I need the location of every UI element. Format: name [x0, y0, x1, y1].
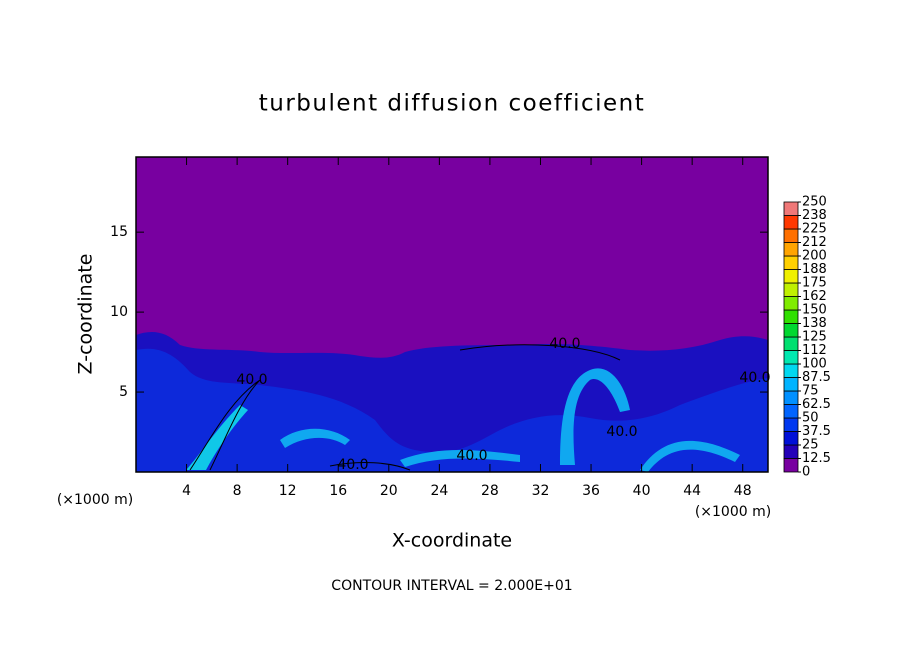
contour-line [459, 344, 621, 361]
colorbar-tick-label: 25 [802, 438, 819, 453]
x-tick-label: 4 [182, 483, 191, 499]
colorbar-tick-label: 138 [802, 316, 827, 331]
x-axis-label: X-coordinate [392, 530, 512, 552]
chart-title: turbulent diffusion coefficient [259, 91, 646, 117]
contour-label: 40.0 [236, 372, 267, 388]
field-streak [560, 368, 630, 465]
colorbar-tick-label: 200 [802, 249, 827, 264]
colorbar-tick-label: 112 [802, 343, 827, 358]
contour-line [189, 379, 261, 471]
x-tick-label: 8 [233, 483, 242, 499]
colorbar-tick-label: 175 [802, 276, 827, 291]
colorbar-segment [783, 215, 799, 230]
field-streak [640, 440, 740, 472]
x-tick-label: 20 [380, 483, 398, 499]
colorbar-tick-label: 238 [802, 208, 827, 223]
plot-frame [135, 156, 769, 473]
colorbar-segment [783, 444, 799, 459]
colorbar-tick-label: 62.5 [802, 397, 831, 412]
colorbar-segment [783, 336, 799, 351]
colorbar-segment [783, 323, 799, 338]
x-tick-label: 40 [633, 483, 651, 499]
colorbar-tick-label: 12.5 [802, 451, 831, 466]
colorbar-tick-label: 150 [802, 303, 827, 318]
colorbar-segment [783, 350, 799, 365]
footer-note: CONTOUR INTERVAL = 2.000E+01 [331, 578, 572, 594]
colorbar-tick-label: 100 [802, 357, 827, 372]
colorbar-segment [783, 458, 799, 473]
field-streak [400, 450, 520, 467]
colorbar-tick-label: 188 [802, 262, 827, 277]
colorbar-tick-label: 75 [802, 384, 819, 399]
y-unit: (×1000 m) [695, 504, 771, 520]
colorbar-segment [783, 309, 799, 324]
colorbar-segment [783, 377, 799, 392]
colorbar-tick-label: 87.5 [802, 370, 831, 385]
x-tick-label: 24 [430, 483, 448, 499]
x-tick-label: 32 [532, 483, 550, 499]
colorbar-tick-label: 125 [802, 330, 827, 345]
colorbar-segment [783, 242, 799, 257]
x-tick-label: 44 [683, 483, 701, 499]
colorbar-segment [783, 417, 799, 432]
x-unit: (×1000 m) [57, 492, 133, 508]
x-tick-label: 12 [279, 483, 297, 499]
colorbar-segment [783, 431, 799, 446]
colorbar-segment [783, 201, 799, 216]
colorbar-segment [783, 404, 799, 419]
colorbar-segment [783, 282, 799, 297]
colorbar-tick-label: 250 [802, 195, 827, 210]
colorbar-tick-label: 0 [802, 465, 810, 480]
colorbar-tick-label: 162 [802, 289, 827, 304]
y-tick-label: 5 [119, 384, 128, 400]
colorbar-segment [783, 296, 799, 311]
field-streak [186, 405, 248, 470]
x-tick-label: 16 [329, 483, 347, 499]
colorbar-segment [783, 363, 799, 378]
field-streak [280, 428, 350, 448]
contour-label: 40.0 [549, 336, 580, 352]
colorbar-segment [783, 255, 799, 270]
contour-label: 40.0 [337, 457, 368, 473]
colorbar-tick-label: 212 [802, 235, 827, 250]
contour-line [329, 462, 411, 471]
field [136, 157, 768, 472]
x-tick-label: 36 [582, 483, 600, 499]
y-tick-label: 10 [110, 304, 128, 320]
colorbar-segment [783, 228, 799, 243]
x-tick-label: 48 [734, 483, 752, 499]
colorbar-segment [783, 269, 799, 284]
x-tick-label: 28 [481, 483, 499, 499]
colorbar-tick-label: 225 [802, 222, 827, 237]
y-axis-label: Z-coordinate [75, 254, 97, 375]
colorbar-segment [783, 390, 799, 405]
contour-label: 40.0 [606, 424, 637, 440]
colorbar-tick-label: 37.5 [802, 424, 831, 439]
y-tick-label: 15 [110, 224, 128, 240]
contour-label: 40.0 [739, 370, 770, 386]
contour-label: 40.0 [456, 448, 487, 464]
colorbar-tick-label: 50 [802, 411, 819, 426]
